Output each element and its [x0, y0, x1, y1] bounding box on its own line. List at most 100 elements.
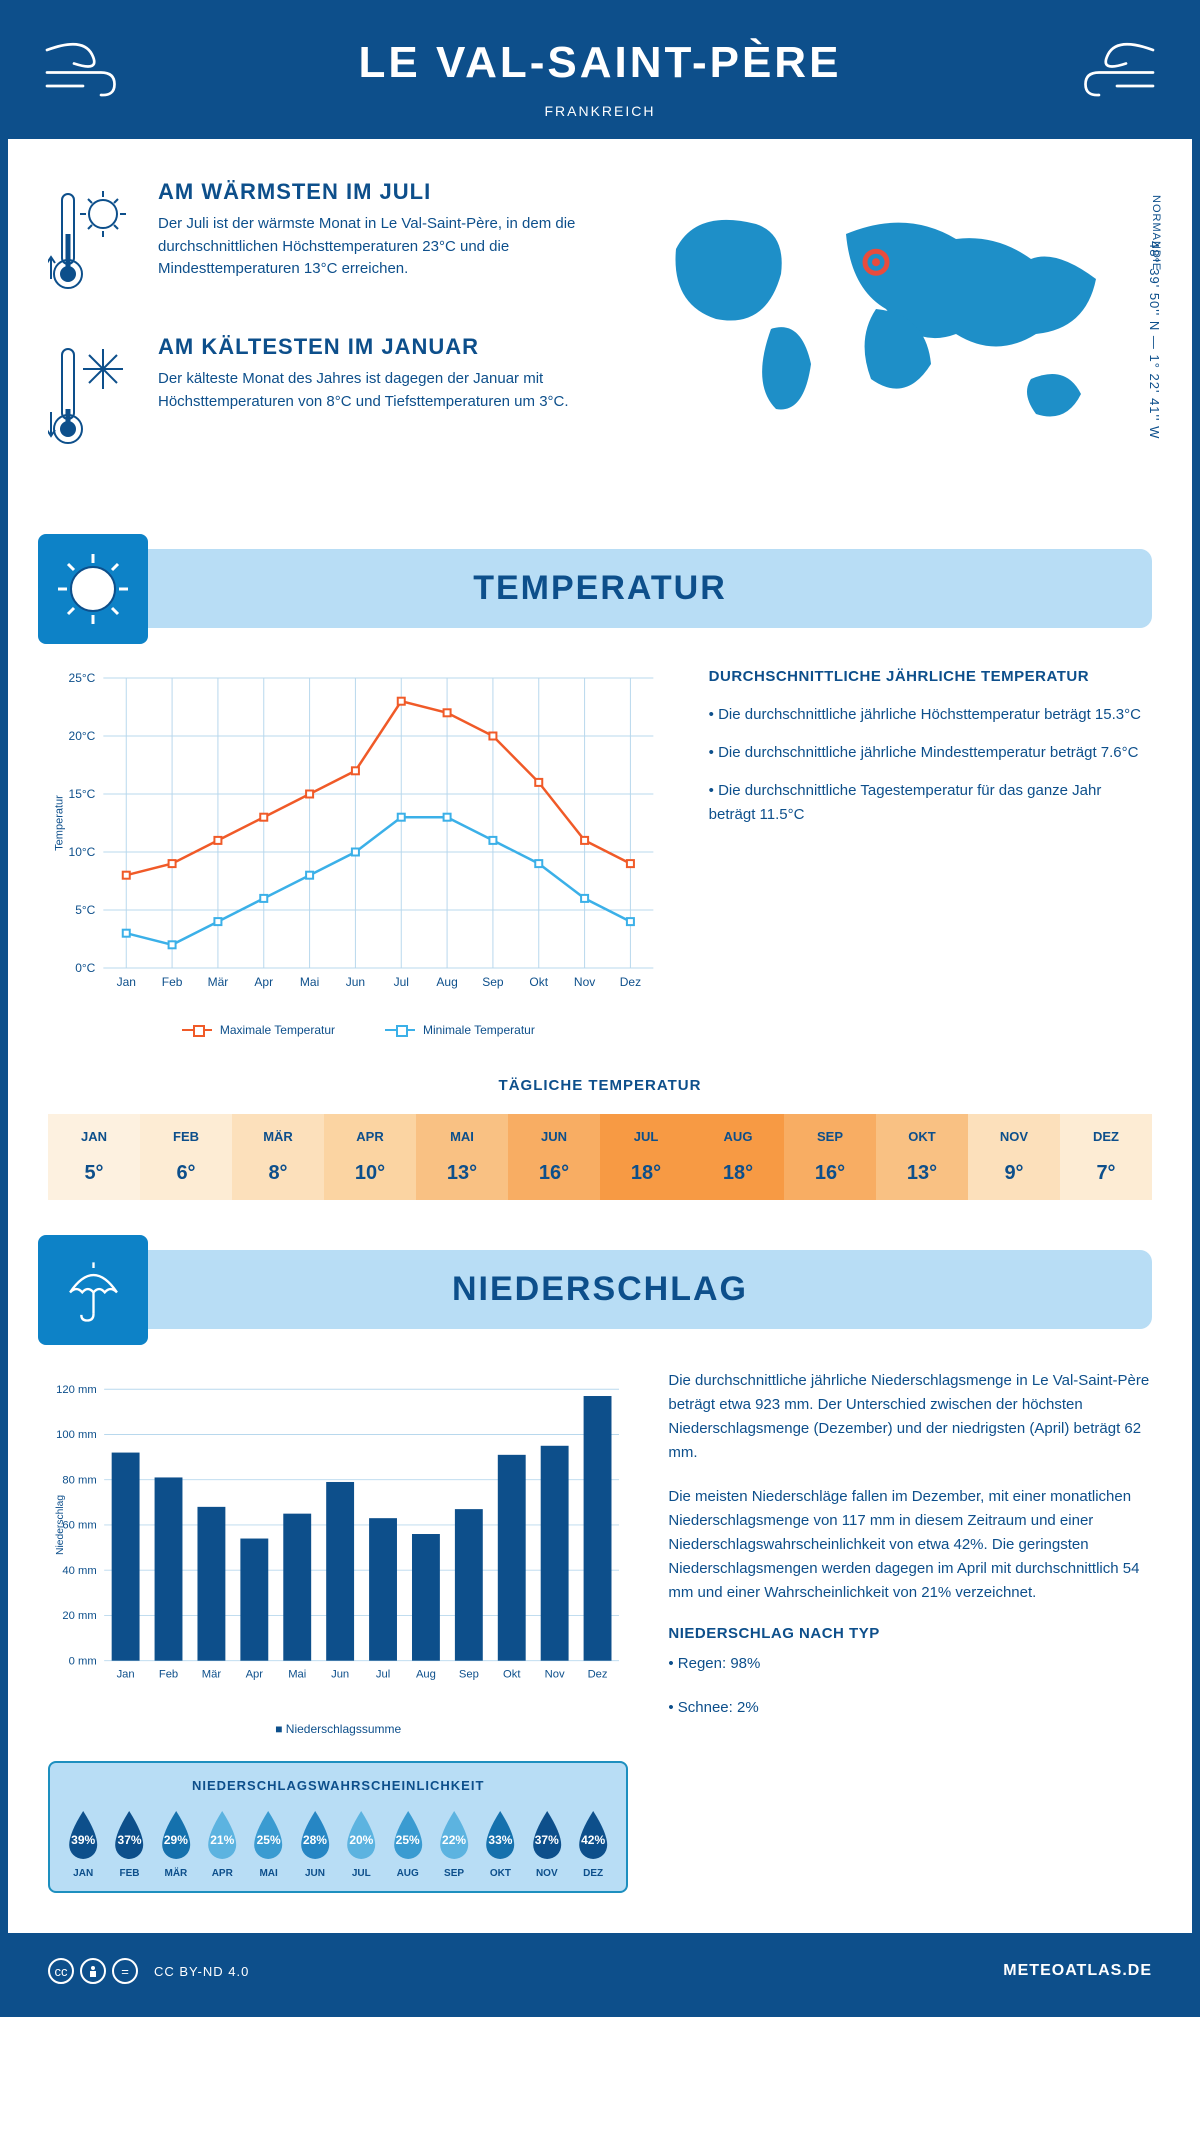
svg-text:Nov: Nov — [574, 975, 595, 989]
precip-prob-drop: 28%JUN — [294, 1808, 336, 1879]
precip-prob-drop: 39%JAN — [62, 1808, 104, 1879]
precip-prob-drop: 29%MÄR — [155, 1808, 197, 1879]
svg-text:20°C: 20°C — [69, 729, 96, 743]
temp-info-line: • Die durchschnittliche jährliche Höchst… — [709, 703, 1152, 727]
precipitation-bar-chart: 0 mm 20 mm 40 mm 60 mm 80 mm 100 mm 120 mm Jan F… — [48, 1369, 628, 1709]
header: LE VAL-SAINT-PÈRE FRANKREICH — [8, 8, 1192, 139]
svg-text:Aug: Aug — [416, 1669, 436, 1681]
intro-section: AM WÄRMSTEN IM JULI Der Juli ist der wär… — [48, 139, 1152, 529]
svg-text:5°C: 5°C — [75, 903, 95, 917]
wind-icon — [38, 28, 128, 108]
prob-heading: NIEDERSCHLAGSWAHRSCHEINLICHKEIT — [62, 1778, 614, 1793]
svg-text:Jun: Jun — [346, 975, 365, 989]
svg-text:Jun: Jun — [331, 1669, 349, 1681]
precip-prob-drop: 20%JUL — [340, 1808, 382, 1879]
temperature-section-bar: TEMPERATUR — [48, 549, 1152, 628]
precip-prob-drop: 25%MAI — [247, 1808, 289, 1879]
coldest-fact: AM KÄLTESTEN IM JANUAR Der kälteste Mona… — [48, 334, 580, 459]
precip-type-heading: NIEDERSCHLAG NACH TYP — [668, 1625, 1152, 1642]
svg-text:Mär: Mär — [208, 975, 229, 989]
temperature-line-chart: 0°C5°C10°C15°C20°C25°CJanFebMärAprMaiJun… — [48, 668, 669, 1008]
daily-temp-strip: JAN5°FEB6°MÄR8°APR10°MAI13°JUN16°JUL18°A… — [48, 1114, 1152, 1200]
precipitation-section-bar: NIEDERSCHLAG — [48, 1250, 1152, 1329]
svg-text:Aug: Aug — [436, 975, 457, 989]
svg-text:Jan: Jan — [117, 1669, 135, 1681]
svg-text:Nov: Nov — [545, 1669, 565, 1681]
svg-text:20 mm: 20 mm — [62, 1610, 96, 1622]
daily-temp-cell: JAN5° — [48, 1114, 140, 1200]
svg-text:120 mm: 120 mm — [56, 1384, 97, 1396]
page-title: LE VAL-SAINT-PÈRE — [8, 38, 1192, 88]
sun-icon — [38, 534, 148, 644]
thermometer-hot-icon — [48, 179, 138, 304]
brand-label: METEOATLAS.DE — [1003, 1962, 1152, 1980]
svg-text:Apr: Apr — [246, 1669, 264, 1681]
svg-text:Feb: Feb — [159, 1669, 178, 1681]
nd-icon: = — [112, 1958, 138, 1984]
svg-text:10°C: 10°C — [69, 845, 96, 859]
svg-text:Dez: Dez — [620, 975, 641, 989]
precip-text-1: Die durchschnittliche jährliche Niedersc… — [668, 1369, 1152, 1465]
svg-text:100 mm: 100 mm — [56, 1429, 97, 1441]
svg-text:Jul: Jul — [394, 975, 409, 989]
svg-text:Sep: Sep — [459, 1669, 479, 1681]
precipitation-heading: NIEDERSCHLAG — [48, 1270, 1152, 1309]
coldest-text: Der kälteste Monat des Jahres ist dagege… — [158, 368, 580, 413]
warmest-title: AM WÄRMSTEN IM JULI — [158, 179, 580, 205]
svg-text:Dez: Dez — [588, 1669, 608, 1681]
svg-text:25°C: 25°C — [69, 671, 96, 685]
svg-text:60 mm: 60 mm — [62, 1520, 96, 1532]
coords-label: 48° 39' 50'' N — 1° 22' 41'' W — [1147, 241, 1162, 439]
temperature-heading: TEMPERATUR — [48, 569, 1152, 608]
daily-temp-cell: MAI13° — [416, 1114, 508, 1200]
by-icon — [80, 1958, 106, 1984]
daily-temp-cell: MÄR8° — [232, 1114, 324, 1200]
svg-text:Okt: Okt — [503, 1669, 521, 1681]
daily-temp-cell: OKT13° — [876, 1114, 968, 1200]
legend-max: Maximale Temperatur — [182, 1023, 335, 1037]
daily-temp-cell: SEP16° — [784, 1114, 876, 1200]
bar-legend: Niederschlagssumme — [48, 1722, 628, 1736]
footer: cc = CC BY-ND 4.0 METEOATLAS.DE — [8, 1933, 1192, 2009]
country-label: FRANKREICH — [8, 103, 1192, 119]
temp-info-line: • Die durchschnittliche Tagestemperatur … — [709, 779, 1152, 827]
svg-text:0 mm: 0 mm — [69, 1655, 97, 1667]
cc-license-icons: cc = CC BY-ND 4.0 — [48, 1958, 249, 1984]
precipitation-probability-box: NIEDERSCHLAGSWAHRSCHEINLICHKEIT 39%JAN37… — [48, 1761, 628, 1893]
precip-text-2: Die meisten Niederschläge fallen im Deze… — [668, 1485, 1152, 1605]
precip-type-line: • Regen: 98% — [668, 1652, 1152, 1676]
thermometer-cold-icon — [48, 334, 138, 459]
svg-text:0°C: 0°C — [75, 961, 95, 975]
coldest-title: AM KÄLTESTEN IM JANUAR — [158, 334, 580, 360]
svg-text:15°C: 15°C — [69, 787, 96, 801]
world-map — [620, 179, 1152, 439]
svg-text:Feb: Feb — [162, 975, 183, 989]
daily-temp-heading: TÄGLICHE TEMPERATUR — [48, 1077, 1152, 1094]
temp-info-heading: DURCHSCHNITTLICHE JÄHRLICHE TEMPERATUR — [709, 668, 1152, 685]
precip-prob-drop: 37%FEB — [108, 1808, 150, 1879]
precip-prob-drop: 42%DEZ — [572, 1808, 614, 1879]
svg-text:Apr: Apr — [254, 975, 273, 989]
umbrella-icon — [38, 1235, 148, 1345]
svg-text:Mär: Mär — [202, 1669, 222, 1681]
wind-icon — [1072, 28, 1162, 108]
warmest-fact: AM WÄRMSTEN IM JULI Der Juli ist der wär… — [48, 179, 580, 304]
svg-text:40 mm: 40 mm — [62, 1565, 96, 1577]
daily-temp-cell: FEB6° — [140, 1114, 232, 1200]
precip-prob-drop: 25%AUG — [387, 1808, 429, 1879]
svg-text:Niederschlag: Niederschlag — [55, 1495, 66, 1555]
legend-min: Minimale Temperatur — [385, 1023, 535, 1037]
precip-prob-drop: 33%OKT — [479, 1808, 521, 1879]
precip-type-line: • Schnee: 2% — [668, 1696, 1152, 1720]
daily-temp-cell: APR10° — [324, 1114, 416, 1200]
svg-text:Mai: Mai — [288, 1669, 306, 1681]
daily-temp-cell: DEZ7° — [1060, 1114, 1152, 1200]
precip-prob-drop: 21%APR — [201, 1808, 243, 1879]
daily-temp-cell: JUL18° — [600, 1114, 692, 1200]
daily-temp-cell: AUG18° — [692, 1114, 784, 1200]
license-text: CC BY-ND 4.0 — [154, 1964, 249, 1979]
svg-text:80 mm: 80 mm — [62, 1474, 96, 1486]
precip-prob-drop: 37%NOV — [526, 1808, 568, 1879]
svg-text:Temperatur: Temperatur — [53, 795, 65, 851]
svg-text:Mai: Mai — [300, 975, 319, 989]
